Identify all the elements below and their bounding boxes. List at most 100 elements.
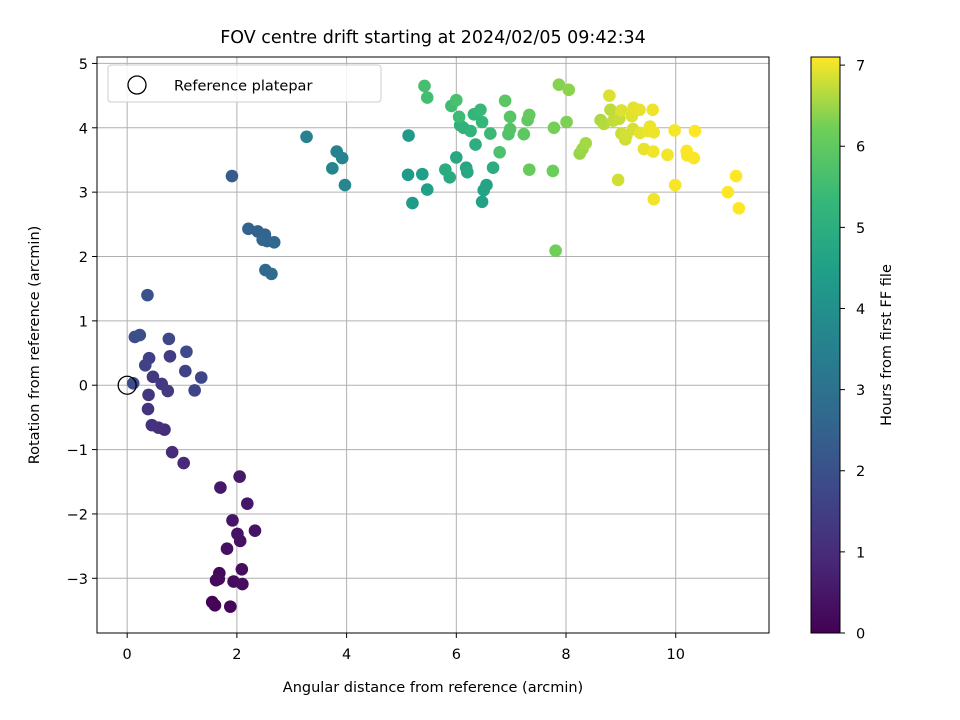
data-point	[163, 349, 177, 363]
colorbar-tick-label: 5	[856, 221, 865, 237]
data-point	[402, 129, 415, 142]
data-point	[615, 104, 628, 117]
data-point	[646, 145, 660, 158]
data-point	[225, 169, 239, 183]
data-point	[552, 78, 566, 91]
x-axis-label: Angular distance from reference (arcmin)	[283, 680, 583, 696]
data-point	[401, 168, 415, 182]
data-point	[484, 127, 497, 140]
colorbar-tick-label: 3	[856, 383, 865, 399]
colorbar-tick-label: 2	[856, 464, 865, 480]
data-point	[687, 151, 701, 165]
data-point	[646, 103, 660, 117]
data-point	[133, 328, 147, 342]
y-tick-label: 5	[79, 57, 88, 73]
data-point	[522, 163, 536, 176]
reference-platepar-marker	[117, 375, 137, 395]
colorbar-ticks: 0 1 2 3 4 5 6 7	[840, 59, 865, 643]
data-point	[503, 110, 517, 124]
data-point	[141, 402, 155, 416]
y-axis-label: Rotation from reference (arcmin)	[27, 226, 43, 465]
legend-label: Reference platepar	[174, 79, 312, 95]
x-tick-label: 4	[342, 647, 351, 663]
data-point	[233, 470, 246, 483]
y-tick-label: 0	[79, 379, 88, 395]
data-point	[248, 524, 262, 537]
data-point	[546, 164, 560, 178]
data-point	[416, 167, 429, 181]
data-point	[450, 151, 463, 164]
data-point	[145, 418, 159, 432]
x-tick-label: 2	[232, 647, 241, 663]
chart-title: FOV centre drift starting at 2024/02/05 …	[220, 28, 646, 48]
data-point	[194, 371, 208, 384]
data-point	[732, 201, 746, 215]
y-axis-ticks: −3 −2 −1 0 1 2 3 4 5	[67, 57, 97, 588]
y-tick-label: −1	[67, 443, 88, 459]
data-point	[335, 151, 349, 165]
data-point	[475, 195, 489, 209]
data-point	[241, 497, 254, 510]
data-point	[439, 163, 452, 176]
plot-frame	[96, 56, 770, 634]
data-point	[503, 122, 517, 136]
legend: Reference platepar	[107, 64, 382, 103]
colorbar-tick-label: 0	[856, 627, 865, 643]
data-point	[180, 345, 193, 359]
data-point	[141, 288, 154, 302]
data-point	[162, 332, 176, 346]
data-point	[480, 178, 493, 192]
data-point	[452, 110, 466, 124]
data-point	[547, 121, 561, 135]
data-point	[214, 481, 227, 494]
data-point	[469, 138, 482, 151]
data-point	[474, 103, 487, 117]
data-point	[179, 364, 192, 378]
plot-area	[97, 57, 769, 633]
data-point	[647, 125, 661, 139]
data-point	[220, 542, 234, 555]
data-point	[267, 236, 281, 249]
data-point	[161, 384, 175, 398]
data-point	[142, 388, 155, 402]
data-point	[226, 514, 239, 527]
y-tick-label: 1	[79, 314, 88, 330]
data-point	[517, 127, 531, 141]
data-point	[475, 115, 489, 129]
data-point	[464, 124, 477, 138]
y-tick-label: −3	[67, 572, 88, 588]
y-tick-label: 3	[79, 186, 88, 202]
data-point	[604, 103, 617, 117]
y-tick-label: −2	[67, 507, 88, 523]
data-point	[418, 79, 431, 93]
data-point	[560, 115, 573, 129]
data-point	[231, 527, 244, 541]
x-tick-label: 6	[452, 647, 461, 663]
x-axis-ticks: 0 2 4 6 8 10	[123, 633, 685, 663]
data-point	[236, 577, 249, 591]
data-point	[611, 173, 625, 187]
data-point	[420, 91, 434, 104]
data-point	[224, 600, 237, 613]
data-point	[146, 370, 160, 384]
colorbar	[810, 56, 841, 634]
data-point	[668, 178, 682, 192]
data-point	[562, 83, 576, 97]
colorbar-tick-label: 4	[856, 302, 865, 318]
colorbar-label: Hours from first FF file	[879, 264, 895, 426]
data-point	[668, 124, 681, 137]
data-point	[522, 108, 536, 122]
colorbar-tick-label: 6	[856, 140, 865, 156]
data-point	[188, 384, 201, 397]
data-points	[126, 78, 746, 613]
x-tick-label: 8	[561, 647, 570, 663]
data-point	[420, 183, 434, 196]
data-point	[579, 136, 593, 150]
data-point	[338, 178, 352, 192]
data-point	[300, 130, 313, 144]
data-point	[549, 244, 562, 258]
x-tick-label: 10	[667, 647, 685, 663]
x-tick-label: 0	[123, 647, 132, 663]
colorbar-tick-label: 1	[856, 545, 865, 561]
data-point	[326, 162, 339, 175]
